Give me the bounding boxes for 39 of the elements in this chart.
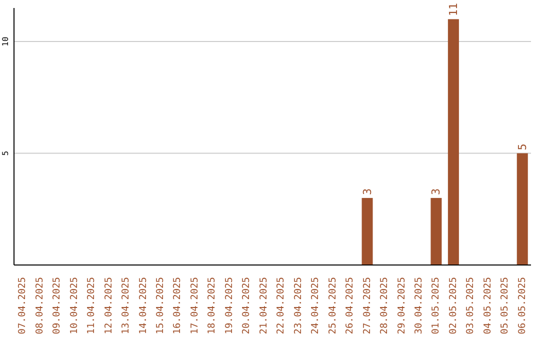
x-tick-label: 11.04.2025 — [86, 277, 98, 334]
x-tick-label: 29.04.2025 — [396, 277, 408, 334]
x-tick-label: 16.04.2025 — [172, 277, 184, 334]
x-tick-label: 10.04.2025 — [68, 277, 80, 334]
x-tick-label: 27.04.2025 — [362, 277, 373, 334]
x-tick-label: 25.04.2025 — [327, 277, 338, 334]
x-tick-label: 22.04.2025 — [276, 277, 287, 334]
x-tick-label: 02.05.2025 — [448, 277, 459, 334]
x-tick-label: 26.04.2025 — [344, 277, 356, 334]
x-tick-label: 23.04.2025 — [292, 277, 304, 334]
bar — [430, 198, 442, 265]
x-tick-label: 06.05.2025 — [516, 277, 528, 334]
bar — [362, 198, 373, 265]
x-tick-label: 04.05.2025 — [482, 277, 494, 334]
data-label: 3 — [360, 188, 374, 195]
y-tick-label: 10 — [1, 36, 10, 46]
x-tick-label: 15.04.2025 — [154, 277, 166, 334]
data-label: 3 — [430, 188, 443, 195]
x-tick-label: 18.04.2025 — [206, 277, 218, 334]
x-tick-label: 08.04.2025 — [34, 277, 46, 334]
x-tick-label: 21.04.2025 — [258, 277, 270, 334]
x-tick-label: 19.04.2025 — [224, 277, 235, 334]
x-tick-label: 05.05.2025 — [500, 277, 511, 334]
x-tick-label: 01.05.2025 — [430, 277, 442, 334]
x-tick-label: 12.04.2025 — [103, 277, 114, 334]
data-label: 11 — [446, 2, 460, 16]
data-label: 5 — [516, 144, 529, 150]
x-tick-label: 28.04.2025 — [379, 277, 390, 334]
x-tick-label: 13.04.2025 — [120, 277, 132, 334]
x-tick-label: 24.04.2025 — [310, 277, 322, 334]
x-tick-label: 14.04.2025 — [138, 277, 149, 334]
x-tick-label: 07.04.2025 — [17, 277, 28, 334]
x-tick-label: 03.05.2025 — [465, 277, 476, 334]
bar — [448, 19, 459, 265]
bar — [516, 153, 528, 265]
x-tick-label: 30.04.2025 — [413, 277, 424, 334]
x-tick-label: 09.04.2025 — [52, 277, 63, 334]
x-tick-label: 17.04.2025 — [189, 277, 200, 334]
x-tick-label: 20.04.2025 — [241, 277, 252, 334]
